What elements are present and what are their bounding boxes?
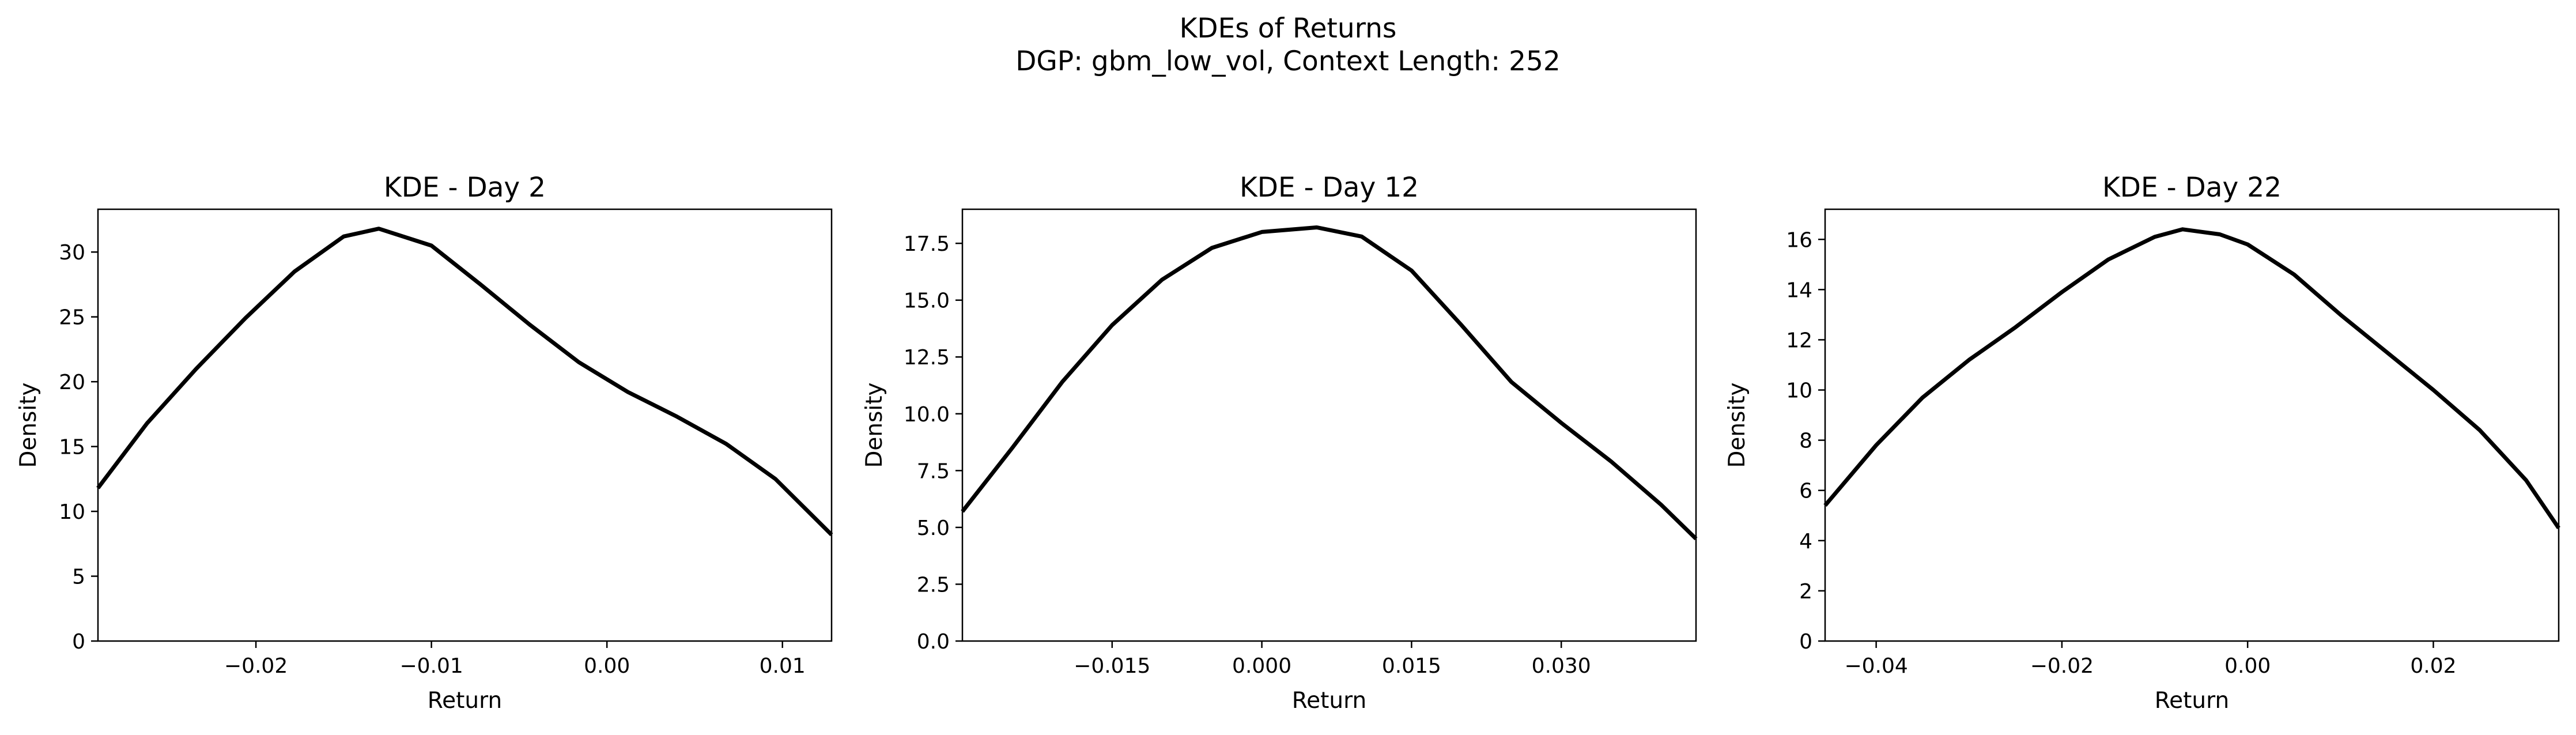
figure-title: KDEs of Returns <box>1180 13 1397 44</box>
y-tick-label: 0 <box>72 630 85 654</box>
x-tick-label: 0.030 <box>1532 654 1591 678</box>
y-tick-label: 4 <box>1799 530 1812 553</box>
y-axis-label: Density <box>1724 382 1750 468</box>
x-axis-label: Return <box>2155 688 2229 714</box>
y-axis-label: Density <box>862 382 887 468</box>
figure-subtitle: DGP: gbm_low_vol, Context Length: 252 <box>1015 46 1561 77</box>
x-tick-label: 0.00 <box>2224 654 2271 678</box>
y-tick-label: 15 <box>59 436 85 459</box>
y-tick-label: 6 <box>1799 480 1812 503</box>
subplot-title: KDE - Day 22 <box>2102 172 2282 203</box>
y-tick-label: 14 <box>1786 278 1812 302</box>
x-tick-label: 0.00 <box>584 654 630 678</box>
x-tick-label: −0.02 <box>224 654 288 678</box>
y-tick-label: 2 <box>1799 580 1812 604</box>
subplot-1: KDE - Day 2 −0.02 −0.01 0.00 0.01 0 5 10 15 20 25 3… <box>16 172 833 714</box>
y-tick-label: 5.0 <box>917 517 950 540</box>
y-tick-label: 10 <box>1786 379 1812 403</box>
y-tick-label: 2.5 <box>917 573 950 597</box>
x-tick-label: −0.015 <box>1074 654 1150 678</box>
axes-frame <box>97 208 833 642</box>
x-tick-label: −0.02 <box>2030 654 2094 678</box>
x-tick-label: 0.02 <box>2410 654 2456 678</box>
y-tick-label: 7.5 <box>917 459 950 483</box>
subplot-title: KDE - Day 12 <box>1240 172 1419 203</box>
y-tick-label: 12 <box>1786 329 1812 352</box>
axes-frame <box>1824 208 2560 642</box>
x-tick-label: −0.04 <box>1844 654 1908 678</box>
y-tick-label: 0.0 <box>917 630 950 654</box>
kde-line <box>96 227 833 537</box>
kde-line <box>1823 227 2560 529</box>
subplot-3: KDE - Day 22 −0.04 −0.02 0.00 0.02 0 2 4 6 8 10 12 1… <box>1724 172 2560 714</box>
y-tick-label: 25 <box>59 306 85 330</box>
subplots: KDE - Day 2−0.02 −0.01 0.00 0.0105101520253… <box>16 172 2560 714</box>
x-tick-label: 0.015 <box>1382 654 1441 678</box>
y-tick-label: 0 <box>1799 630 1812 654</box>
y-tick-label: 10 <box>59 500 85 524</box>
y-tick-label: 5 <box>72 566 85 589</box>
y-tick-label: 12.5 <box>904 346 950 370</box>
subplot-2: KDE - Day 12 −0.015 0.000 0.015 0.030 0.0 2.5 5… <box>862 172 1698 714</box>
y-tick-label: 15.0 <box>904 289 950 313</box>
y-tick-label: 20 <box>59 371 85 394</box>
y-tick-label: 10.0 <box>904 403 950 427</box>
y-tick-label: 16 <box>1786 228 1812 252</box>
y-axis-label: Density <box>16 382 41 468</box>
x-tick-label: 0.01 <box>760 654 806 678</box>
x-tick-label: 0.000 <box>1232 654 1291 678</box>
x-axis-label: Return <box>428 688 502 714</box>
axes-frame <box>961 208 1697 642</box>
y-tick-label: 30 <box>59 241 85 265</box>
kde-line <box>961 225 1698 541</box>
y-tick-label: 17.5 <box>904 232 950 256</box>
x-tick-label: −0.01 <box>399 654 463 678</box>
subplot-title: KDE - Day 2 <box>384 172 546 203</box>
y-tick-label: 8 <box>1799 429 1812 453</box>
x-axis-label: Return <box>1292 688 1366 714</box>
